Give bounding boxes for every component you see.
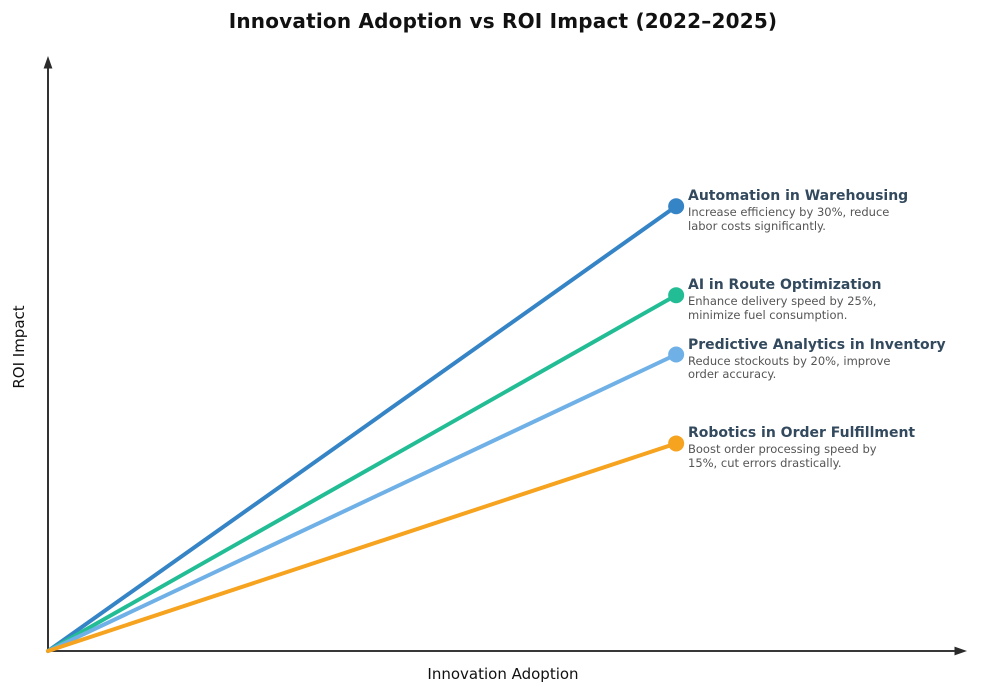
series-endpoint-2	[668, 346, 685, 363]
annotation-text: Increase efficiency by 30%, reduce	[688, 205, 890, 220]
annotation-title: Automation in Warehousing	[688, 188, 909, 205]
annotation-text: Boost order processing speed by	[688, 442, 877, 457]
annotation-title: AI in Route Optimization	[688, 277, 882, 294]
series-layer	[46, 198, 685, 653]
series-line-0	[46, 204, 679, 653]
annotation-3: Robotics in Order Fulfillment Boost order…	[688, 425, 915, 470]
annotation-title: Predictive Analytics in Inventory	[688, 336, 946, 353]
annotation-text: minimize fuel consumption.	[688, 307, 848, 322]
series-endpoint-0	[668, 198, 685, 215]
series-endpoint-3	[668, 435, 685, 452]
annotation-text: order accuracy.	[688, 367, 777, 381]
y-axis-label: ROI Impact	[10, 305, 28, 389]
series-line-2	[46, 352, 679, 653]
series-line-3	[46, 441, 679, 653]
annotation-text: labor costs significantly.	[688, 218, 826, 233]
annotation-text: 15%, cut errors drastically.	[688, 455, 842, 470]
annotation-text: Reduce stockouts by 20%, improve	[688, 353, 891, 368]
series-endpoint-1	[668, 287, 685, 304]
annotation-2: Predictive Analytics in Inventory Reduce …	[688, 337, 946, 382]
annotation-0: Automation in Warehousing Increase effici…	[688, 188, 908, 233]
series-line-1	[46, 293, 679, 653]
chart-title: Innovation Adoption vs ROI Impact (2022–…	[228, 9, 778, 33]
x-axis-arrow-icon	[954, 646, 967, 656]
annotation-text: Enhance delivery speed by 25%,	[688, 294, 877, 309]
x-axis-label: Innovation Adoption	[427, 665, 579, 683]
y-axis-arrow-icon	[43, 56, 53, 69]
annotation-title: Robotics in Order Fulfillment	[688, 425, 916, 442]
annotation-1: AI in Route Optimization Enhance delivery…	[688, 277, 881, 322]
